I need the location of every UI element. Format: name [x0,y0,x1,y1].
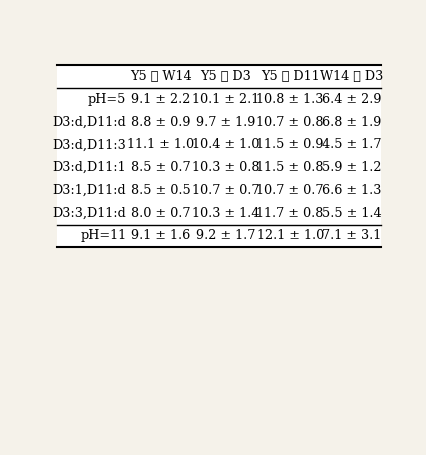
Text: 10.7 ± 0.7: 10.7 ± 0.7 [191,184,259,197]
Text: W14 ⋯ D3: W14 ⋯ D3 [320,70,383,83]
Text: D3:d,D11:1: D3:d,D11:1 [53,161,126,174]
Text: 10.8 ± 1.3: 10.8 ± 1.3 [256,93,323,106]
Text: D3:1,D11:d: D3:1,D11:d [53,184,126,197]
Text: 4.5 ± 1.7: 4.5 ± 1.7 [321,138,381,152]
Text: 9.2 ± 1.7: 9.2 ± 1.7 [195,229,254,243]
Text: 6.4 ± 2.9: 6.4 ± 2.9 [321,93,381,106]
Text: 8.5 ± 0.5: 8.5 ± 0.5 [130,184,190,197]
FancyBboxPatch shape [57,65,380,248]
Text: 11.7 ± 0.8: 11.7 ± 0.8 [256,207,323,220]
Text: 8.8 ± 0.9: 8.8 ± 0.9 [130,116,190,129]
Text: 10.1 ± 2.1: 10.1 ± 2.1 [191,93,258,106]
Text: 9.1 ± 1.6: 9.1 ± 1.6 [130,229,190,243]
Text: 10.4 ± 1.0: 10.4 ± 1.0 [191,138,259,152]
Text: 10.7 ± 0.8: 10.7 ± 0.8 [256,116,323,129]
Text: 8.0 ± 0.7: 8.0 ± 0.7 [130,207,190,220]
Text: 5.5 ± 1.4: 5.5 ± 1.4 [321,207,381,220]
Text: pH=11: pH=11 [80,229,126,243]
Text: 11.5 ± 0.8: 11.5 ± 0.8 [256,161,323,174]
Text: 8.5 ± 0.7: 8.5 ± 0.7 [130,161,190,174]
Text: 6.6 ± 1.3: 6.6 ± 1.3 [321,184,380,197]
Text: Y5 ⋯ D11: Y5 ⋯ D11 [260,70,319,83]
Text: 10.3 ± 0.8: 10.3 ± 0.8 [191,161,259,174]
Text: 11.5 ± 0.9: 11.5 ± 0.9 [256,138,323,152]
Text: Y5 ⋯ D3: Y5 ⋯ D3 [199,70,250,83]
Text: D3:d,D11:d: D3:d,D11:d [52,116,126,129]
Text: 10.7 ± 0.7: 10.7 ± 0.7 [256,184,323,197]
Text: 5.9 ± 1.2: 5.9 ± 1.2 [321,161,381,174]
Text: Y5 ⋯ W14: Y5 ⋯ W14 [130,70,191,83]
Text: 12.1 ± 1.0: 12.1 ± 1.0 [256,229,323,243]
Text: pH=5: pH=5 [88,93,126,106]
Text: 9.7 ± 1.9: 9.7 ± 1.9 [195,116,254,129]
Text: 6.8 ± 1.9: 6.8 ± 1.9 [321,116,380,129]
Text: D3:3,D11:d: D3:3,D11:d [52,207,126,220]
Text: 9.1 ± 2.2: 9.1 ± 2.2 [130,93,190,106]
Text: 7.1 ± 3.1: 7.1 ± 3.1 [322,229,380,243]
Text: 11.1 ± 1.0: 11.1 ± 1.0 [127,138,193,152]
Text: 10.3 ± 1.4: 10.3 ± 1.4 [191,207,259,220]
Text: D3:d,D11:3: D3:d,D11:3 [52,138,126,152]
